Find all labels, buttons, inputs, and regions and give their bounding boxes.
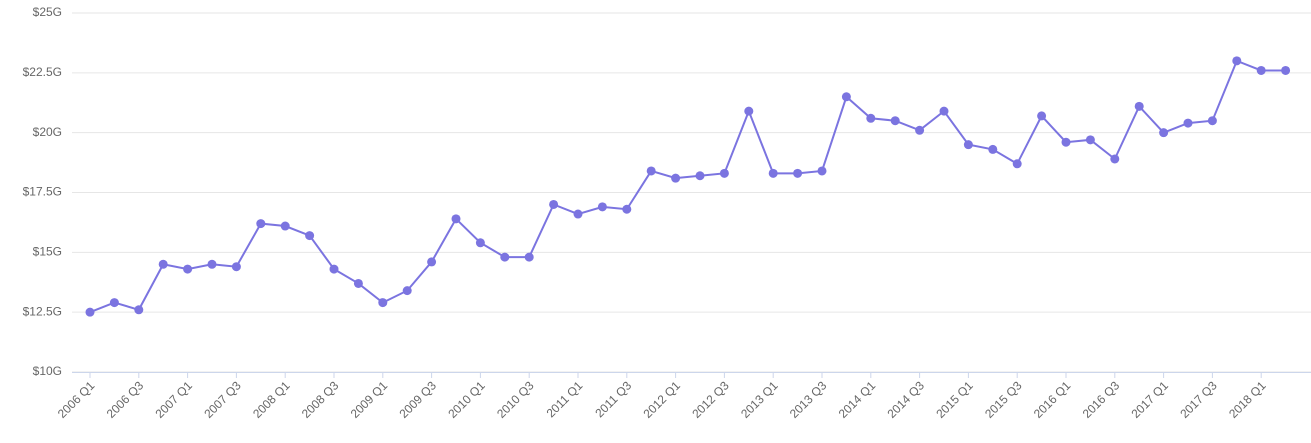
y-tick-label: $12.5G	[23, 304, 62, 318]
x-tick-label: 2017 Q1	[1129, 378, 1172, 421]
x-tick-label: 2018 Q1	[1226, 378, 1269, 421]
point	[1232, 56, 1242, 66]
point	[768, 168, 778, 178]
y-tick-label: $10G	[33, 364, 62, 378]
line	[89, 59, 1286, 314]
point	[1110, 154, 1120, 164]
y-tick-label: $20G	[33, 125, 62, 139]
x-tick-label: 2009 Q3	[397, 378, 440, 421]
point	[1085, 135, 1095, 145]
x-tick-label: 2012 Q1	[641, 378, 684, 421]
point	[207, 259, 217, 269]
x-tick-label: 2013 Q3	[787, 378, 830, 421]
x-tick-label: 2010 Q1	[445, 378, 488, 421]
point	[1207, 116, 1217, 126]
point	[988, 144, 998, 154]
y-tick-label: $17.5G	[23, 185, 62, 199]
point	[305, 231, 315, 241]
point	[646, 166, 656, 176]
x-tick-label: 2007 Q3	[201, 378, 244, 421]
point	[671, 173, 681, 183]
x-tick-label: 2012 Q3	[689, 378, 732, 421]
x-tick-label: 2014 Q3	[885, 378, 928, 421]
x-tick-label: 2006 Q3	[104, 378, 147, 421]
point	[1256, 65, 1266, 75]
point	[378, 298, 388, 308]
x-tick-label: 2016 Q1	[1031, 378, 1074, 421]
point	[793, 168, 803, 178]
point	[695, 171, 705, 181]
point	[1159, 128, 1169, 138]
point	[866, 113, 876, 123]
x-tick-label: 2007 Q1	[153, 378, 196, 421]
point	[524, 252, 534, 262]
point	[744, 106, 754, 116]
x-tick-label: 2011 Q1	[544, 378, 586, 420]
point	[622, 204, 632, 214]
x-tick-label: 2017 Q3	[1177, 378, 1220, 421]
x-tick-label: 2015 Q3	[982, 378, 1025, 421]
point	[573, 209, 583, 219]
point	[85, 307, 95, 317]
point	[1183, 118, 1193, 128]
point	[597, 202, 607, 212]
point	[158, 259, 168, 269]
point	[280, 221, 290, 231]
point	[817, 166, 827, 176]
point	[915, 125, 925, 135]
point	[890, 116, 900, 126]
point	[963, 140, 973, 150]
point	[719, 168, 729, 178]
x-tick-label: 2008 Q3	[299, 378, 342, 421]
point	[939, 106, 949, 116]
point	[475, 238, 485, 248]
y-tick-label: $25G	[33, 5, 62, 19]
point	[500, 252, 510, 262]
point	[329, 264, 339, 274]
point	[402, 286, 412, 296]
point	[353, 278, 363, 288]
point	[1061, 137, 1071, 147]
y-tick-label: $22.5G	[23, 65, 62, 79]
x-tick-label: 2013 Q1	[738, 378, 781, 421]
point	[549, 199, 559, 209]
x-tick-label: 2015 Q1	[933, 378, 976, 421]
x-tick-label: 2008 Q1	[250, 378, 293, 421]
point	[231, 262, 241, 272]
point	[134, 305, 144, 315]
point	[841, 92, 851, 102]
x-tick-label: 2006 Q1	[55, 378, 98, 421]
x-tick-label: 2014 Q1	[836, 378, 879, 421]
point	[427, 257, 437, 267]
point	[256, 219, 266, 229]
point	[1037, 111, 1047, 121]
point	[1281, 65, 1291, 75]
point	[451, 214, 461, 224]
y-tick-label: $15G	[33, 245, 62, 259]
point	[109, 298, 119, 308]
point	[183, 264, 193, 274]
x-tick-label: 2010 Q3	[494, 378, 537, 421]
x-tick-label: 2011 Q3	[592, 378, 634, 420]
x-tick-label: 2016 Q3	[1080, 378, 1123, 421]
point	[1134, 101, 1144, 111]
x-tick-label: 2009 Q1	[348, 378, 391, 421]
point	[1012, 159, 1022, 169]
